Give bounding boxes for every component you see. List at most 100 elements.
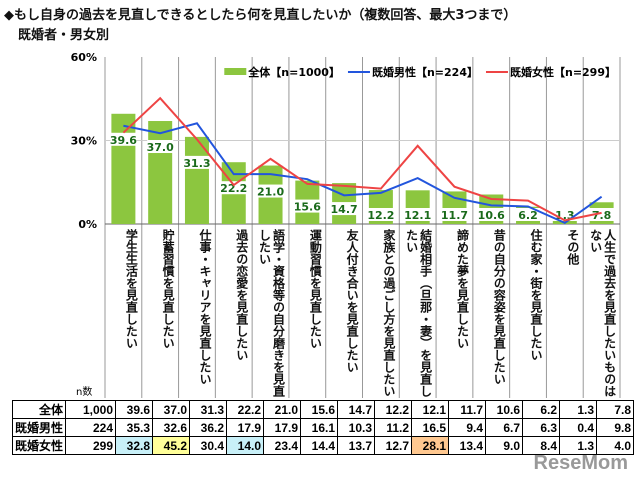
data-label-bg [257,184,284,198]
value-cell: 9.4 [448,418,487,437]
value-cell: 12.2 [374,400,413,419]
value-cell: 9.8 [596,418,635,437]
value-cell: 16.1 [300,418,339,437]
value-cell: 4.0 [596,436,635,455]
data-label-bg [441,208,468,221]
data-label-bg [294,199,321,213]
n-label: n数 [76,387,93,398]
value-cell: 13.7 [337,436,376,455]
data-label: 7.8 [592,209,612,222]
category-label: 学生生活を見直したい [124,229,139,349]
value-cell: 15.6 [300,400,339,419]
value-cell: 10.3 [337,418,376,437]
table-row: 既婚男性 224 35.3 32.6 36.2 17.9 17.9 16.1 10.3 11.2 1… [11,418,635,437]
value-cell: 1.3 [559,436,598,455]
value-cell: 37.0 [152,400,191,419]
watermark-logo: ReseMom [533,452,628,474]
legend-label: 既婚男性【n=224】 [372,65,478,79]
category-label: 人生で過去を見直したいものはない [588,229,617,397]
series-line-2 [122,96,602,222]
chart-title: ◆もし自身の過去を見直しできるとしたら何を見直したいか（複数回答、最大3つまで） [4,8,517,23]
value-cell: 36.2 [189,418,228,437]
data-label-bg [147,140,174,154]
value-cell: 6.7 [485,418,524,437]
data-label: 6.2 [518,209,538,222]
value-cell: 12.1 [411,400,450,419]
value-cell: 1.3 [559,400,598,419]
data-label: 37.0 [147,141,174,154]
value-cell: 45.2 [152,436,191,455]
data-table: 全体 1,000 39.6 37.0 31.3 22.2 21.0 15.6 14.7 12.2 1… [11,400,635,455]
data-label-bg [588,208,615,221]
data-label-bg [331,202,358,216]
category-label: 語学・資格等の自分磨きを見直したい [257,229,286,397]
data-label-bg [404,208,431,221]
data-label: 31.3 [183,157,210,170]
value-cell: 35.3 [115,418,154,437]
category-label: 貯蓄習慣を見直したい [161,229,176,349]
category-label: 昔の自分の容姿を見直したい [492,229,507,385]
n-cell: 299 [65,436,117,455]
value-cell: 9.0 [485,436,524,455]
data-label: 11.7 [441,209,468,222]
category-label: 運動習慣を見直したい [308,229,323,349]
data-label: 14.7 [331,203,358,216]
value-cell: 17.9 [226,418,265,437]
bar [111,113,136,224]
value-cell: 31.3 [189,400,228,419]
data-label: 22.2 [220,182,247,195]
value-cell: 14.4 [300,436,339,455]
data-label: 12.1 [404,209,431,222]
data-label-bg [183,155,210,169]
data-label-bg [367,208,394,221]
legend-label: 既婚女性【n=299】 [510,65,616,79]
data-label-bg [478,208,505,221]
value-cell: 30.4 [189,436,228,455]
value-cell: 14.0 [226,436,265,455]
data-label: 21.0 [257,186,284,199]
table-row: 全体 1,000 39.6 37.0 31.3 22.2 21.0 15.6 14.7 12.2 1… [11,400,635,419]
value-cell: 39.6 [115,400,154,419]
bar [184,136,209,224]
y-tick-label: 0% [78,218,97,231]
category-label: 友人付き合いを見直したい [345,229,360,373]
n-cell: 1,000 [65,400,117,419]
data-label-bg [515,208,542,221]
value-cell: 16.5 [411,418,450,437]
value-cell: 32.6 [152,418,191,437]
legend-swatch [224,68,247,75]
value-cell: 23.4 [263,436,302,455]
value-cell: 22.2 [226,400,265,419]
data-label: 39.6 [110,134,137,147]
value-cell: 17.9 [263,418,302,437]
value-cell: 11.7 [448,400,487,419]
category-label: 住む家・街を見直したい [529,229,544,361]
y-tick-label: 30% [71,135,97,148]
category-label: 結婚相手（旦那・妻）を見直したい [404,229,433,397]
value-cell: 32.8 [115,436,154,455]
value-cell: 12.7 [374,436,413,455]
series-line-1 [123,122,603,225]
category-label: 仕事・キャリアを見直したい [197,229,212,385]
value-cell: 21.0 [263,400,302,419]
bar [148,121,173,224]
data-label: 10.6 [478,209,505,222]
value-cell: 11.2 [374,418,413,437]
category-label: 過去の恋愛を見直したい [234,229,249,361]
n-cell: 224 [65,418,117,437]
value-cell: 6.3 [522,418,561,437]
data-label-bg [110,132,137,146]
row-label: 全体 [11,400,67,419]
category-label: 家族との過ごし方を見直したい [381,229,396,397]
data-label: 15.6 [294,201,321,214]
chart-subtitle: 既婚者・男女別 [18,28,110,43]
legend-label: 全体【n=1000】 [247,65,340,79]
value-cell: 10.6 [485,400,524,419]
data-label: 12.2 [367,209,394,222]
data-label-bg [220,181,247,195]
value-cell: 14.7 [337,400,376,419]
category-label: 諦めた夢を見直したい [455,229,470,349]
value-cell: 13.4 [448,436,487,455]
row-label: 既婚女性 [11,436,67,455]
